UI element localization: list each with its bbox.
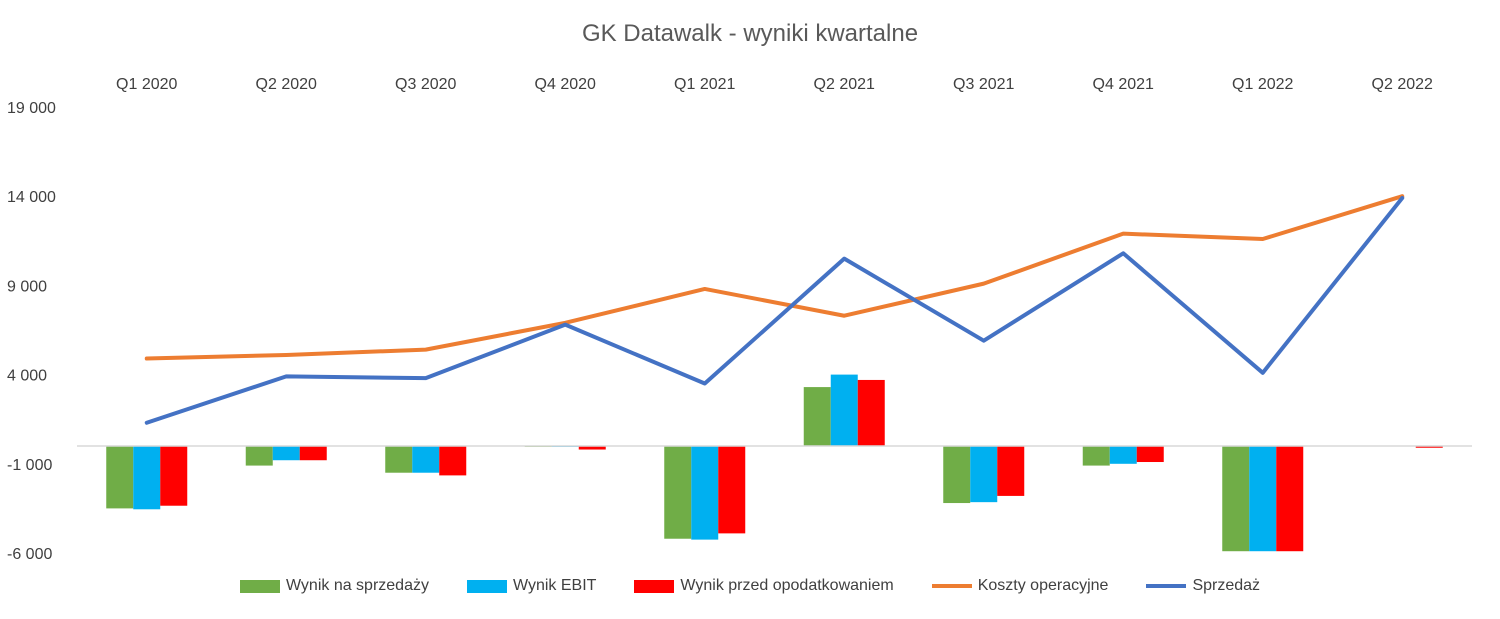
legend-item-wynik-ebit: Wynik EBIT [466, 577, 597, 595]
legend-swatch [931, 584, 972, 588]
bar-1-7 [1109, 445, 1137, 464]
y-tick-label: -6 000 [7, 546, 52, 563]
x-axis-ticks: Q1 2020 Q2 2020 Q3 2020 Q4 2020 Q1 2021 Q2 20… [116, 76, 1433, 93]
y-axis-ticks: -6 000 -1 000 4 000 9 000 14 000 19 000 [7, 100, 56, 563]
bar-1-4 [691, 445, 719, 540]
legend-item-wynik-przed-opodatkowaniem: Wynik przed opodatkowaniem [634, 577, 894, 595]
bar-2-8 [1276, 445, 1304, 552]
bar-series [106, 374, 1443, 552]
bar-2-2 [439, 445, 467, 476]
legend-label: Wynik przed opodatkowaniem [680, 577, 894, 594]
x-tick-label: Q4 2021 [1093, 76, 1154, 93]
bar-2-9 [1415, 445, 1443, 448]
bar-1-8 [1249, 445, 1277, 552]
x-tick-label: Q2 2020 [256, 76, 317, 93]
y-tick-label: 4 000 [7, 368, 47, 385]
line-series [144, 194, 1405, 425]
legend-swatch [466, 579, 507, 593]
line-series-1 [144, 195, 1405, 425]
bar-2-3 [578, 445, 606, 450]
legend: Wynik na sprzedaży Wynik EBIT Wynik prze… [0, 577, 1500, 595]
bar-0-4 [664, 445, 692, 539]
bar-1-6 [970, 445, 998, 503]
y-tick-label: 9 000 [7, 278, 47, 295]
legend-label: Wynik na sprzedaży [285, 577, 429, 594]
bar-0-2 [385, 445, 413, 473]
bar-0-7 [1082, 445, 1110, 466]
x-tick-label: Q3 2020 [395, 76, 456, 93]
bar-0-0 [106, 445, 134, 509]
legend-item-sprzedaz: Sprzedaż [1146, 577, 1260, 595]
legend-item-koszty-operacyjne: Koszty operacyjne [931, 577, 1109, 595]
x-tick-label: Q2 2022 [1372, 76, 1433, 93]
bar-0-1 [245, 445, 273, 466]
bar-0-8 [1222, 445, 1250, 552]
x-tick-label: Q3 2021 [953, 76, 1014, 93]
bar-2-6 [997, 445, 1025, 496]
bar-2-1 [299, 445, 327, 461]
bar-0-6 [943, 445, 971, 504]
bar-1-5 [830, 374, 858, 446]
chart-title: GK Datawalk - wyniki kwartalne [581, 20, 919, 47]
bar-1-0 [133, 445, 161, 510]
legend-swatch [239, 579, 280, 593]
x-tick-label: Q2 2021 [814, 76, 875, 93]
legend-label: Koszty operacyjne [977, 577, 1109, 594]
legend-swatch [634, 579, 675, 593]
legend-label: Sprzedaż [1192, 577, 1261, 594]
bar-0-5 [803, 387, 831, 446]
x-tick-label: Q4 2020 [535, 76, 596, 93]
x-tick-label: Q1 2022 [1232, 76, 1293, 93]
bar-2-7 [1136, 445, 1164, 463]
y-tick-label: -1 000 [7, 457, 52, 474]
bar-2-0 [160, 445, 188, 506]
line-series-0 [144, 194, 1405, 361]
bar-1-1 [272, 445, 300, 461]
bar-2-5 [857, 379, 885, 446]
x-tick-label: Q1 2021 [674, 76, 735, 93]
y-tick-label: 14 000 [7, 189, 56, 206]
legend-label: Wynik EBIT [512, 577, 597, 594]
bar-1-2 [412, 445, 440, 473]
legend-swatch [1146, 584, 1187, 588]
legend-item-wynik-na-sprzedazy: Wynik na sprzedaży [239, 577, 429, 595]
y-tick-label: 19 000 [7, 100, 56, 117]
x-tick-label: Q1 2020 [116, 76, 177, 93]
bar-2-4 [718, 445, 746, 534]
